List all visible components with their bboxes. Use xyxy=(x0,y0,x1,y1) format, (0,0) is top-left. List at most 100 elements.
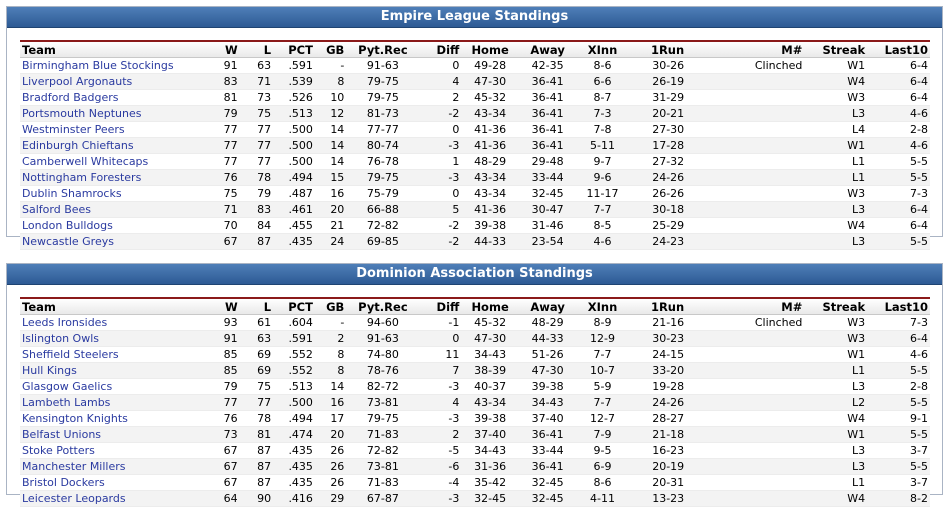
col-header-streak[interactable]: Streak xyxy=(804,40,868,58)
team-link[interactable]: Newcastle Greys xyxy=(20,233,214,250)
cell-losses: 69 xyxy=(239,362,274,379)
team-link[interactable]: Birmingham Blue Stockings xyxy=(20,57,214,74)
team-link[interactable]: Bristol Dockers xyxy=(20,474,214,491)
col-header-diff[interactable]: Diff xyxy=(419,297,462,315)
cell-streak: W1 xyxy=(804,346,868,363)
col-header-diff[interactable]: Diff xyxy=(419,40,462,58)
team-link[interactable]: Hull Kings xyxy=(20,362,214,379)
cell-streak: W4 xyxy=(804,410,868,427)
col-header-home[interactable]: Home xyxy=(461,297,519,315)
cell-wins: 83 xyxy=(213,73,240,90)
cell-streak: L2 xyxy=(804,394,868,411)
cell-one-run: 28-27 xyxy=(628,410,687,427)
cell-wins: 67 xyxy=(213,442,240,459)
col-header-magic-number[interactable]: M# xyxy=(686,297,805,315)
cell-magic-number xyxy=(686,233,805,250)
cell-wins: 77 xyxy=(213,137,240,154)
cell-pct: .494 xyxy=(273,410,315,427)
col-header-pct[interactable]: PCT xyxy=(273,40,315,58)
team-link[interactable]: Leeds Ironsides xyxy=(20,314,214,331)
team-link[interactable]: Leicester Leopards xyxy=(20,490,214,507)
cell-wins: 67 xyxy=(213,474,240,491)
col-header-away[interactable]: Away xyxy=(518,297,577,315)
team-link[interactable]: Glasgow Gaelics xyxy=(20,378,214,395)
cell-diff: -3 xyxy=(419,490,462,507)
table-row: Edinburgh Chieftans 77 77.500 14 80-74 -3 41-3… xyxy=(20,137,930,154)
team-link[interactable]: Portsmouth Neptunes xyxy=(20,105,214,122)
col-header-wins[interactable]: W xyxy=(213,297,240,315)
team-link[interactable]: Dublin Shamrocks xyxy=(20,185,214,202)
team-link[interactable]: Nottingham Foresters xyxy=(20,169,214,186)
col-header-team[interactable]: Team xyxy=(20,40,214,58)
col-header-pct[interactable]: PCT xyxy=(273,297,315,315)
col-header-home[interactable]: Home xyxy=(461,40,519,58)
cell-one-run: 24-26 xyxy=(628,394,687,411)
cell-gb: 26 xyxy=(314,474,347,491)
col-header-last10[interactable]: Last10 xyxy=(867,297,930,315)
cell-streak: L1 xyxy=(804,474,868,491)
cell-magic-number: Clinched xyxy=(686,314,805,331)
col-header-pyt-rec[interactable]: Pyt.Rec xyxy=(346,40,420,58)
cell-losses: 78 xyxy=(239,410,274,427)
cell-magic-number xyxy=(686,362,805,379)
cell-magic-number xyxy=(686,105,805,122)
team-link[interactable]: Sheffield Steelers xyxy=(20,346,214,363)
cell-away: 33-44 xyxy=(518,442,577,459)
cell-one-run: 13-23 xyxy=(628,490,687,507)
col-header-one-run[interactable]: 1Run xyxy=(628,297,687,315)
team-link[interactable]: Salford Bees xyxy=(20,201,214,218)
col-header-losses[interactable]: L xyxy=(239,297,274,315)
col-header-one-run[interactable]: 1Run xyxy=(628,40,687,58)
col-header-streak[interactable]: Streak xyxy=(804,297,868,315)
cell-last10: 5-5 xyxy=(867,362,930,379)
cell-away: 36-41 xyxy=(518,105,577,122)
team-link[interactable]: Camberwell Whitecaps xyxy=(20,153,214,170)
col-header-pyt-rec[interactable]: Pyt.Rec xyxy=(346,297,420,315)
team-link[interactable]: Lambeth Lambs xyxy=(20,394,214,411)
team-link[interactable]: Belfast Unions xyxy=(20,426,214,443)
team-link[interactable]: Stoke Potters xyxy=(20,442,214,459)
cell-last10: 4-6 xyxy=(867,105,930,122)
team-link[interactable]: Islington Owls xyxy=(20,330,214,347)
cell-losses: 77 xyxy=(239,121,274,138)
cell-xinn: 9-5 xyxy=(576,442,629,459)
cell-away: 33-44 xyxy=(518,169,577,186)
col-header-team[interactable]: Team xyxy=(20,297,214,315)
cell-away: 42-35 xyxy=(518,57,577,74)
col-header-last10[interactable]: Last10 xyxy=(867,40,930,58)
cell-pyt-rec: 69-85 xyxy=(346,233,420,250)
cell-pct: .416 xyxy=(273,490,315,507)
cell-streak: W3 xyxy=(804,330,868,347)
team-link[interactable]: Liverpool Argonauts xyxy=(20,73,214,90)
col-header-wins[interactable]: W xyxy=(213,40,240,58)
cell-losses: 77 xyxy=(239,153,274,170)
col-header-gb[interactable]: GB xyxy=(314,40,347,58)
cell-xinn: 6-9 xyxy=(576,458,629,475)
team-link[interactable]: Bradford Badgers xyxy=(20,89,214,106)
cell-wins: 91 xyxy=(213,57,240,74)
cell-one-run: 20-21 xyxy=(628,105,687,122)
cell-diff: -3 xyxy=(419,378,462,395)
col-header-gb[interactable]: GB xyxy=(314,297,347,315)
team-link[interactable]: Manchester Millers xyxy=(20,458,214,475)
col-header-losses[interactable]: L xyxy=(239,40,274,58)
cell-away: 44-33 xyxy=(518,330,577,347)
team-link[interactable]: London Bulldogs xyxy=(20,217,214,234)
col-header-xinn[interactable]: XInn xyxy=(576,40,629,58)
cell-losses: 69 xyxy=(239,346,274,363)
col-header-xinn[interactable]: XInn xyxy=(576,297,629,315)
team-link[interactable]: Edinburgh Chieftans xyxy=(20,137,214,154)
team-link[interactable]: Westminster Peers xyxy=(20,121,214,138)
table-row: Glasgow Gaelics 79 75.513 14 82-72 -3 40-37 39-… xyxy=(20,378,930,395)
cell-last10: 6-4 xyxy=(867,330,930,347)
col-header-away[interactable]: Away xyxy=(518,40,577,58)
dominion-association-panel: Dominion Association Standings Team W L PCT… xyxy=(6,263,943,507)
cell-last10: 5-5 xyxy=(867,426,930,443)
cell-home: 40-37 xyxy=(461,378,519,395)
table-row: London Bulldogs 70 84.455 21 72-82 -2 39-38 31-… xyxy=(20,217,930,234)
cell-pyt-rec: 79-75 xyxy=(346,73,420,90)
cell-losses: 78 xyxy=(239,169,274,186)
team-link[interactable]: Kensington Knights xyxy=(20,410,214,427)
col-header-magic-number[interactable]: M# xyxy=(686,40,805,58)
cell-pyt-rec: 79-75 xyxy=(346,410,420,427)
